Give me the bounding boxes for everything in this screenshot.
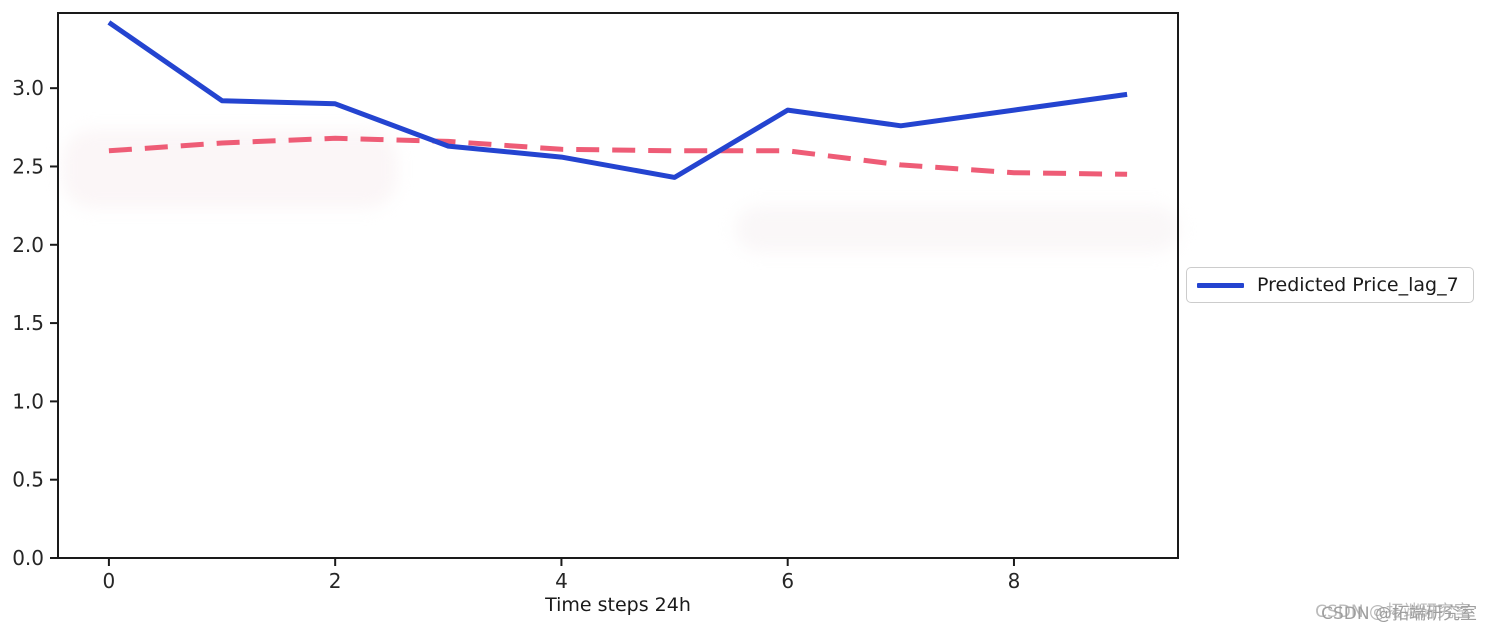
y-tick-label: 0.5 — [12, 468, 44, 492]
y-tick-label: 3.0 — [12, 76, 44, 100]
watermark-ghost-text: CSDN @拓端研究室 — [1315, 602, 1471, 622]
series-line-solid — [107, 20, 1128, 180]
y-tick-label: 1.5 — [12, 311, 44, 335]
plot-frame — [57, 12, 1179, 559]
x-axis-title: Time steps 24h — [545, 594, 691, 616]
watermark: CSDN @拓端研究室 CSDN @拓端研究室 — [1315, 599, 1477, 624]
x-tick-label: 0 — [103, 569, 116, 593]
y-tick-label: 1.0 — [12, 389, 44, 413]
watermark-text: CSDN @拓端研究室 — [1321, 604, 1477, 624]
x-tick-label: 6 — [781, 569, 794, 593]
x-tick-label: 2 — [329, 569, 342, 593]
y-tick-label: 0.0 — [12, 546, 44, 570]
x-tick-label: 4 — [555, 569, 568, 593]
legend-line-sample — [1197, 282, 1244, 288]
series-line-dashed — [108, 135, 1128, 177]
x-tick-label: 8 — [1008, 569, 1021, 593]
legend: Predicted Price_lag_7 — [1186, 267, 1474, 303]
y-tick-label: 2.0 — [12, 233, 44, 257]
legend-label: Predicted Price_lag_7 — [1257, 274, 1459, 296]
y-tick-label: 2.5 — [12, 154, 44, 178]
